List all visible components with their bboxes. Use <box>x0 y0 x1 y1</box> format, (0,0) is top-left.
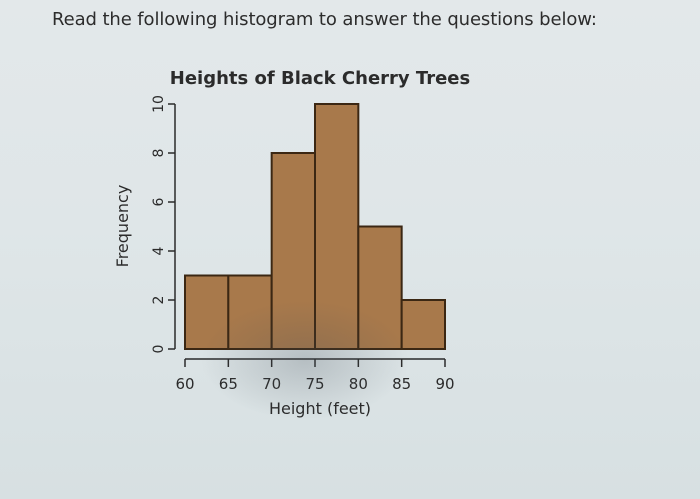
y-tick-label: 6 <box>151 197 167 206</box>
histogram-bar-70-75 <box>270 152 316 350</box>
x-axis: 60 65 70 75 80 85 90 <box>175 358 455 393</box>
histogram-bar-80-85 <box>357 225 403 350</box>
y-tick-label: 8 <box>151 149 167 158</box>
histogram-bar-65-70 <box>227 274 273 350</box>
y-tick-label: 0 <box>151 345 167 354</box>
x-tick-label: 90 <box>435 375 454 393</box>
x-tick-label: 75 <box>305 375 324 393</box>
bars-group <box>184 103 446 350</box>
histogram-bar-60-65 <box>184 274 230 350</box>
histogram-bar-85-90 <box>400 299 446 350</box>
y-axis: 0 2 4 6 8 10 <box>151 95 176 354</box>
x-tick-label: 60 <box>175 375 194 393</box>
x-tick-label: 85 <box>392 375 411 393</box>
histogram-bar-75-80 <box>314 103 360 350</box>
chart-title: Heights of Black Cherry Trees <box>170 68 470 89</box>
x-axis-label: Height (feet) <box>269 399 371 418</box>
x-tick-label: 65 <box>219 375 238 393</box>
y-tick-label: 4 <box>151 246 167 255</box>
x-tick-label: 70 <box>262 375 281 393</box>
y-tick-label: 10 <box>151 95 167 113</box>
y-axis-label: Frequency <box>113 185 132 268</box>
question-prompt: Read the following histogram to answer t… <box>52 9 597 30</box>
y-tick-label: 2 <box>151 296 167 305</box>
x-tick-label: 80 <box>349 375 368 393</box>
